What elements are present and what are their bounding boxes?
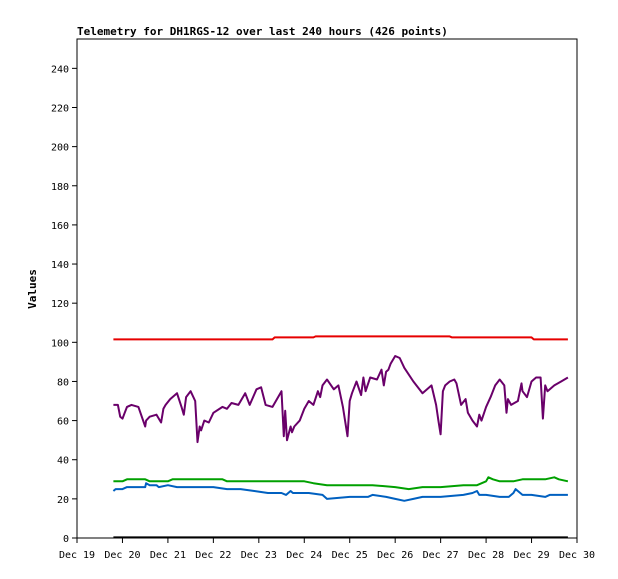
- x-tick-label: Dec 24: [286, 550, 322, 561]
- y-tick-label: 0: [63, 534, 69, 545]
- x-tick-label: Dec 25: [332, 550, 368, 561]
- x-axis: Dec 19 Dec 20 Dec 21 Dec 22 Dec 23 Dec 24 Dec …: [59, 538, 595, 561]
- y-tick-label: 160: [51, 221, 69, 232]
- x-tick-label: Dec 20: [104, 550, 140, 561]
- y-tick-label: 140: [51, 260, 69, 271]
- y-tick-label: 20: [57, 495, 69, 506]
- y-tick-label: 180: [51, 182, 69, 193]
- y-tick-label: 40: [57, 456, 69, 467]
- y-tick-label: 100: [51, 338, 69, 349]
- x-tick-label: Dec 26: [377, 550, 413, 561]
- x-tick-label: Dec 23: [241, 550, 277, 561]
- x-tick-label: Dec 19: [59, 550, 95, 561]
- y-axis-label: Values: [26, 269, 39, 309]
- x-tick-label: Dec 21: [150, 550, 186, 561]
- y-tick-label: 200: [51, 143, 69, 154]
- x-tick-label: Dec 28: [468, 550, 504, 561]
- y-tick-label: 120: [51, 299, 69, 310]
- chart-title: Telemetry for DH1RGS-12 over last 240 ho…: [77, 25, 448, 38]
- y-tick-label: 80: [57, 377, 69, 388]
- y-tick-label: 60: [57, 417, 69, 428]
- x-tick-label: Dec 27: [423, 550, 459, 561]
- x-tick-label: Dec 22: [195, 550, 231, 561]
- y-tick-label: 220: [51, 103, 69, 114]
- y-tick-label: 240: [51, 64, 69, 75]
- series-line-4: [112, 482, 568, 502]
- series-line-1: [113, 335, 568, 341]
- x-tick-label: Dec 30: [559, 550, 595, 561]
- plot-area-frame: [76, 38, 578, 539]
- series-layer: [112, 335, 569, 539]
- y-axis: 0 20 40 60 80 100 120 140 160 180 200 220 240: [51, 64, 77, 545]
- series-line-3: [113, 476, 569, 491]
- series-line-2: [113, 355, 569, 444]
- x-tick-label: Dec 29: [513, 550, 549, 561]
